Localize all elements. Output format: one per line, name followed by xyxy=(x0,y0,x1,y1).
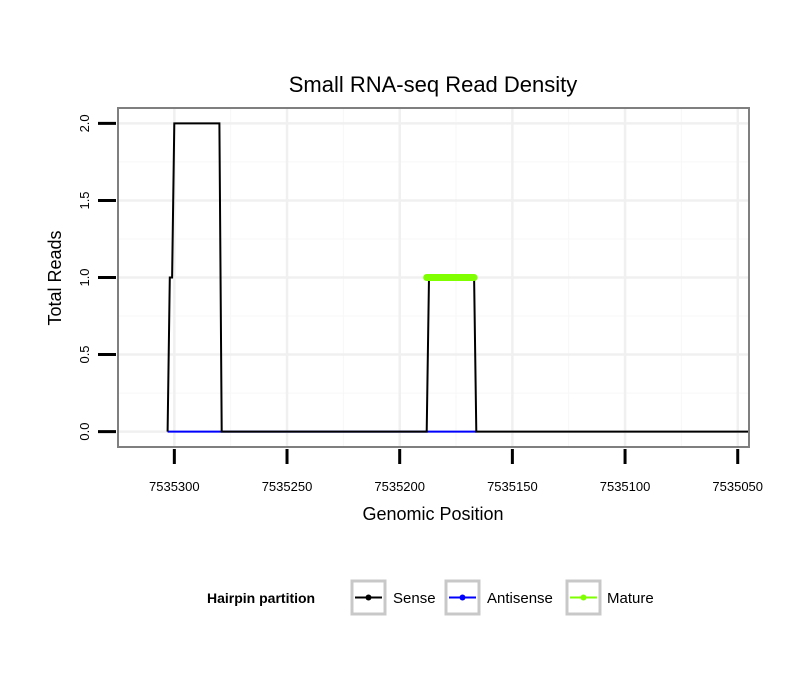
y-axis: 0.0 0.5 1.0 1.5 2.0 xyxy=(77,114,116,441)
legend: Hairpin partition Sense Antisense Mature xyxy=(207,579,654,616)
chart-title: Small RNA-seq Read Density xyxy=(289,72,578,97)
legend-label-antisense: Antisense xyxy=(487,590,553,607)
x-tick-label: 7535200 xyxy=(374,479,425,494)
series-line-sense xyxy=(166,122,749,433)
x-axis: 7535300 7535250 7535200 7535150 7535100 75350… xyxy=(149,449,763,494)
y-tick-label: 1.0 xyxy=(77,268,92,286)
x-tick-label: 7535100 xyxy=(600,479,651,494)
x-tick-label: 7535250 xyxy=(262,479,313,494)
y-axis-title: Total Reads xyxy=(45,230,65,325)
y-tick-label: 0.0 xyxy=(77,423,92,441)
legend-key-dot-mature xyxy=(580,594,587,601)
x-tick-label: 7535150 xyxy=(487,479,538,494)
legend-key-dot-antisense xyxy=(459,594,466,601)
plot-border xyxy=(117,107,750,448)
legend-key-dot-sense xyxy=(365,594,372,601)
y-tick-label: 0.5 xyxy=(77,345,92,363)
y-tick-label: 1.5 xyxy=(77,191,92,209)
y-tick-label: 2.0 xyxy=(77,114,92,132)
series-lines xyxy=(166,122,749,433)
grid-lines xyxy=(118,108,749,447)
x-tick-label: 7535050 xyxy=(712,479,763,494)
legend-title: Hairpin partition xyxy=(207,590,315,606)
x-tick-label: 7535300 xyxy=(149,479,200,494)
legend-label-mature: Mature xyxy=(607,590,654,607)
x-axis-title: Genomic Position xyxy=(362,504,503,524)
legend-label-sense: Sense xyxy=(393,590,436,607)
